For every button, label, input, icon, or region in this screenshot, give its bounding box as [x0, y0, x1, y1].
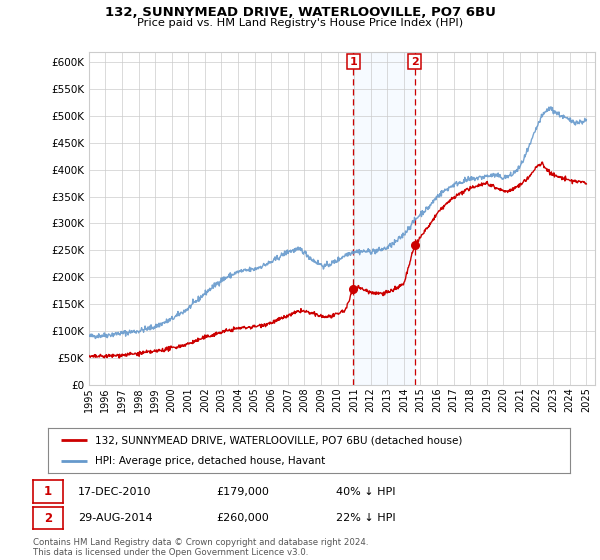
Text: Contains HM Land Registry data © Crown copyright and database right 2024.
This d: Contains HM Land Registry data © Crown c… — [33, 538, 368, 557]
Text: 1: 1 — [350, 57, 358, 67]
Text: 40% ↓ HPI: 40% ↓ HPI — [336, 487, 395, 497]
Text: 132, SUNNYMEAD DRIVE, WATERLOOVILLE, PO7 6BU (detached house): 132, SUNNYMEAD DRIVE, WATERLOOVILLE, PO7… — [95, 436, 463, 446]
Text: 17-DEC-2010: 17-DEC-2010 — [78, 487, 151, 497]
Text: 2: 2 — [411, 57, 419, 67]
Bar — [353, 52, 415, 385]
Text: 2: 2 — [44, 511, 52, 525]
Text: HPI: Average price, detached house, Havant: HPI: Average price, detached house, Hava… — [95, 456, 325, 466]
Text: Price paid vs. HM Land Registry's House Price Index (HPI): Price paid vs. HM Land Registry's House … — [137, 18, 463, 28]
Text: 1: 1 — [44, 485, 52, 498]
Text: £179,000: £179,000 — [216, 487, 269, 497]
Text: 132, SUNNYMEAD DRIVE, WATERLOOVILLE, PO7 6BU: 132, SUNNYMEAD DRIVE, WATERLOOVILLE, PO7… — [104, 6, 496, 18]
Text: 29-AUG-2014: 29-AUG-2014 — [78, 513, 152, 523]
Text: £260,000: £260,000 — [216, 513, 269, 523]
Text: 22% ↓ HPI: 22% ↓ HPI — [336, 513, 395, 523]
